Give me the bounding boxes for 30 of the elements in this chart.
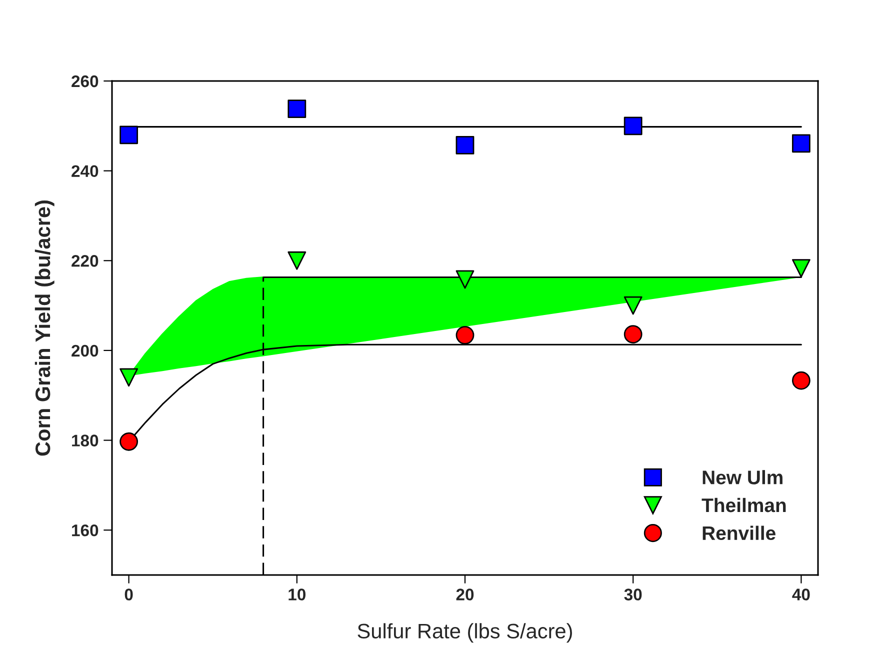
point: [624, 325, 642, 344]
x-tick-label: 20: [456, 588, 474, 600]
x-axis-title: Sulfur Rate (lbs S/acre): [358, 623, 572, 643]
legend-label: Theilman: [702, 498, 786, 512]
point: [624, 296, 642, 315]
x-tick-label: 0: [124, 588, 133, 600]
point: [456, 136, 474, 154]
legend-label: Renville: [702, 526, 776, 540]
point: [456, 326, 474, 344]
y-tick-label: 260: [72, 75, 98, 88]
x-tick-label: 10: [288, 588, 306, 600]
point: [456, 270, 474, 289]
y-tick-label: 180: [72, 434, 98, 446]
legend-label: New Ulm: [702, 470, 782, 484]
point: [792, 134, 810, 153]
x-tick-label: 40: [792, 588, 810, 600]
y-tick-label: 240: [72, 165, 98, 178]
point: [120, 368, 138, 387]
point: [120, 126, 138, 144]
y-tick-label: 160: [72, 524, 98, 536]
point: [624, 116, 642, 136]
point: [120, 432, 138, 451]
point: [288, 100, 306, 118]
y-tick-label: 200: [72, 344, 98, 357]
point: [792, 259, 810, 278]
y-tick-label: 220: [72, 255, 98, 267]
y-axis-title: Corn Grain Yield (bu/acre): [34, 200, 54, 456]
point: [792, 371, 810, 390]
point: [288, 251, 306, 270]
x-tick-label: 30: [624, 588, 642, 600]
